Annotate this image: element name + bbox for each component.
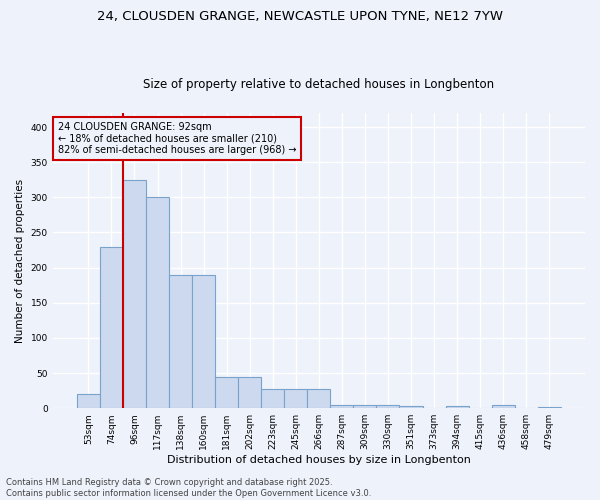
Bar <box>146 198 169 408</box>
Bar <box>192 274 215 408</box>
Bar <box>491 404 515 408</box>
Text: 24, CLOUSDEN GRANGE, NEWCASTLE UPON TYNE, NE12 7YW: 24, CLOUSDEN GRANGE, NEWCASTLE UPON TYNE… <box>97 10 503 23</box>
Text: 24 CLOUSDEN GRANGE: 92sqm
← 18% of detached houses are smaller (210)
82% of semi: 24 CLOUSDEN GRANGE: 92sqm ← 18% of detac… <box>58 122 296 155</box>
Title: Size of property relative to detached houses in Longbenton: Size of property relative to detached ho… <box>143 78 494 91</box>
Text: Contains HM Land Registry data © Crown copyright and database right 2025.
Contai: Contains HM Land Registry data © Crown c… <box>6 478 371 498</box>
Bar <box>77 394 100 408</box>
Bar <box>353 404 376 408</box>
Y-axis label: Number of detached properties: Number of detached properties <box>15 178 25 342</box>
Bar <box>238 376 261 408</box>
X-axis label: Distribution of detached houses by size in Longbenton: Distribution of detached houses by size … <box>167 455 471 465</box>
Bar <box>331 404 353 408</box>
Bar <box>376 404 400 408</box>
Bar <box>261 389 284 408</box>
Bar <box>215 376 238 408</box>
Bar <box>169 274 192 408</box>
Bar <box>307 388 331 408</box>
Bar <box>100 246 123 408</box>
Bar <box>446 406 469 408</box>
Bar <box>284 389 307 408</box>
Bar <box>400 406 422 408</box>
Bar <box>123 180 146 408</box>
Bar <box>538 407 561 408</box>
